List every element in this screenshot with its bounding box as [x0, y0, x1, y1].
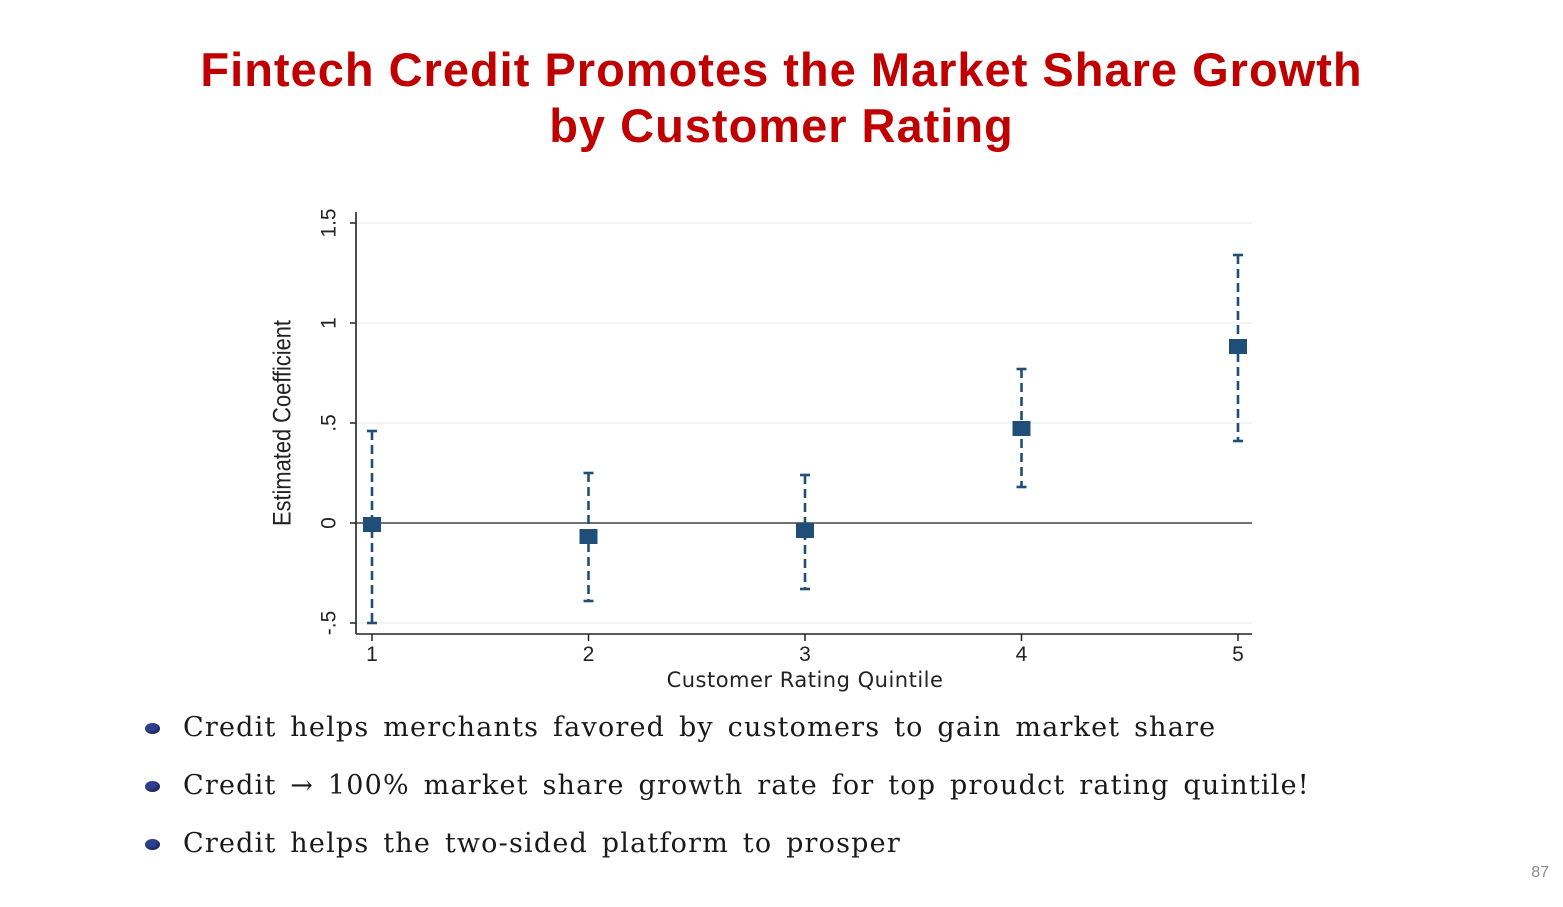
x-axis-title: Customer Rating Quintile — [667, 668, 944, 692]
bullet-text: Credit helps merchants favored by custom… — [183, 712, 1217, 743]
point-marker — [363, 517, 381, 532]
x-tick-label: 5 — [1232, 643, 1244, 666]
bullet-list: Credit helps merchants favored by custom… — [140, 708, 1520, 882]
x-tick-label: 4 — [1016, 643, 1028, 666]
x-tick-label: 1 — [366, 643, 378, 666]
y-tick-label: 1.5 — [318, 208, 341, 237]
x-axis-ticks: 1 2 3 4 5 — [366, 634, 1244, 666]
bullet-text: Credit → 100% market share growth rate f… — [183, 770, 1310, 801]
x-tick-label: 3 — [799, 643, 811, 666]
x-tick-label: 2 — [583, 643, 595, 666]
bullet-item: Credit helps merchants favored by custom… — [140, 708, 1520, 766]
y-tick-label: -.5 — [318, 611, 341, 636]
slide-title-line-1: Fintech Credit Promotes the Market Share… — [200, 43, 1363, 96]
page-number: 87 — [1531, 864, 1549, 881]
data-point-4 — [1012, 367, 1031, 489]
data-point-2 — [579, 471, 598, 603]
slide-title: Fintech Credit Promotes the Market Share… — [0, 42, 1563, 154]
data-point-3 — [796, 473, 814, 591]
y-tick-label: .5 — [318, 414, 341, 432]
bullet-item: Credit helps the two-sided platform to p… — [140, 824, 1520, 882]
point-marker — [1229, 339, 1247, 354]
y-axis-title: Estimated Coefficient — [269, 320, 297, 526]
slide-title-line-2: by Customer Rating — [549, 99, 1014, 152]
bullet-text: Credit helps the two-sided platform to p… — [183, 828, 901, 859]
point-marker — [1012, 421, 1031, 436]
point-marker — [796, 523, 814, 538]
chart-series — [363, 253, 1247, 625]
bullet-icon — [145, 781, 160, 792]
point-marker — [579, 529, 598, 544]
bullet-item: Credit → 100% market share growth rate f… — [140, 766, 1520, 824]
y-tick-label: 1 — [318, 317, 341, 329]
y-tick-label: 0 — [318, 517, 341, 529]
y-axis-ticks: -.5 0 .5 1 1.5 — [318, 208, 356, 635]
bullet-icon — [145, 723, 160, 734]
bullet-icon — [145, 839, 160, 850]
data-point-1 — [363, 429, 381, 625]
data-point-5 — [1229, 253, 1247, 443]
